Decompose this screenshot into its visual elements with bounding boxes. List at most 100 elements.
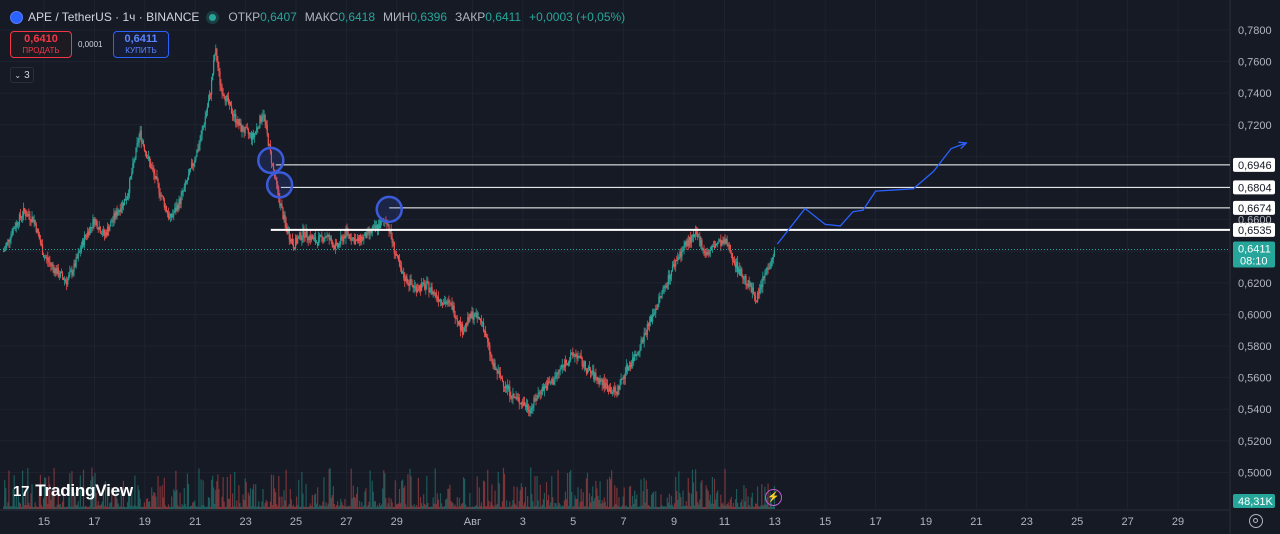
volume-bar — [350, 468, 352, 509]
level-marker-circle[interactable] — [265, 171, 294, 199]
candle-body — [616, 391, 618, 395]
candle-body — [772, 256, 774, 260]
candle-body — [481, 322, 484, 324]
volume-bar — [432, 497, 434, 509]
candle-body — [431, 287, 433, 294]
volume-bar — [110, 502, 112, 509]
volume-bar — [349, 506, 351, 509]
candle-body — [279, 198, 281, 206]
volume-bar — [321, 505, 323, 509]
volume-label: 48,31K — [1238, 496, 1274, 508]
buy-button[interactable]: 0,6411 КУПИТЬ — [113, 31, 169, 58]
volume-bar — [438, 506, 441, 509]
volume-bar — [724, 468, 726, 509]
volume-bar — [712, 503, 715, 509]
symbol-title[interactable]: APE / TetherUS · 1ч · BINANCE — [28, 10, 200, 24]
candle-body — [748, 280, 750, 287]
candle-body — [410, 279, 412, 285]
candle-body — [19, 214, 22, 218]
tradingview-logo[interactable]: 17 TradingView — [13, 481, 133, 501]
volume-bar — [645, 480, 647, 509]
volume-bar — [487, 469, 489, 509]
volume-bar — [716, 492, 718, 509]
candle-body — [260, 116, 262, 122]
volume-bar — [638, 506, 640, 509]
candle-body — [506, 385, 508, 388]
indicators-toggle-button[interactable]: ⌄ 3 — [10, 67, 34, 83]
candle-body — [328, 234, 330, 240]
volume-bar — [752, 506, 754, 509]
candle-body — [191, 163, 193, 169]
candle-body — [243, 131, 245, 133]
volume-bar — [699, 499, 701, 509]
candle-body — [65, 279, 67, 282]
candle-body — [189, 168, 192, 170]
volume-bar — [655, 491, 657, 509]
volume-bar — [69, 473, 71, 509]
volume-bar — [171, 496, 173, 509]
volume-bar — [272, 475, 275, 509]
volume-bar — [89, 505, 91, 509]
candle-body — [217, 60, 219, 68]
candle-body — [717, 242, 719, 244]
level-marker-circle[interactable] — [375, 195, 403, 224]
lightning-icon[interactable]: ⚡ — [765, 489, 782, 506]
level-marker-circle[interactable] — [257, 146, 285, 175]
candle-body — [585, 369, 588, 374]
volume-bar — [16, 506, 18, 509]
volume-bar — [393, 506, 395, 509]
volume-bar — [81, 506, 84, 509]
volume-bar — [136, 506, 138, 509]
candle-body — [741, 269, 743, 277]
volume-bar — [504, 506, 507, 509]
volume-bar — [461, 502, 464, 509]
volume-bar — [477, 506, 479, 509]
projection-path[interactable] — [776, 142, 967, 245]
volume-bar — [658, 506, 660, 509]
volume-bar — [466, 506, 468, 509]
volume-bar — [79, 475, 81, 509]
candle-body — [569, 359, 571, 362]
volume-bar — [726, 503, 728, 509]
volume-bar — [28, 502, 30, 509]
candle-body — [578, 355, 580, 357]
volume-bar — [40, 505, 43, 509]
volume-bar — [229, 474, 232, 509]
candle-body — [450, 302, 452, 304]
volume-bar — [533, 506, 535, 509]
candle-body — [102, 230, 105, 234]
candle-body — [423, 282, 425, 284]
volume-bar — [588, 493, 591, 509]
volume-bar — [364, 491, 366, 509]
volume-bar — [676, 490, 678, 509]
volume-bar — [761, 484, 763, 509]
candle-body — [661, 291, 663, 298]
volume-bar — [506, 500, 508, 509]
volume-bar — [518, 501, 520, 509]
volume-bar — [667, 502, 669, 509]
candle-body — [657, 304, 659, 310]
candle-body — [529, 411, 531, 414]
buy-label: КУПИТЬ — [125, 46, 157, 55]
candle-body — [50, 262, 52, 266]
volume-bar — [536, 476, 538, 509]
volume-bar — [644, 502, 646, 509]
gear-icon[interactable] — [1249, 514, 1263, 528]
volume-bar — [206, 506, 208, 509]
volume-bar — [203, 505, 205, 509]
volume-bar — [54, 506, 56, 509]
volume-bar — [450, 500, 452, 509]
volume-bar — [390, 498, 392, 509]
candle-body — [701, 239, 703, 250]
volume-bar — [315, 503, 318, 509]
volume-bar — [611, 470, 613, 509]
candle-body — [525, 404, 528, 408]
volume-bar — [723, 505, 725, 509]
candle-body — [697, 233, 699, 237]
candle-body — [480, 320, 483, 323]
candle-body — [419, 285, 422, 291]
sell-button[interactable]: 0,6410 ПРОДАТЬ — [10, 31, 72, 58]
volume-bar — [598, 499, 600, 509]
